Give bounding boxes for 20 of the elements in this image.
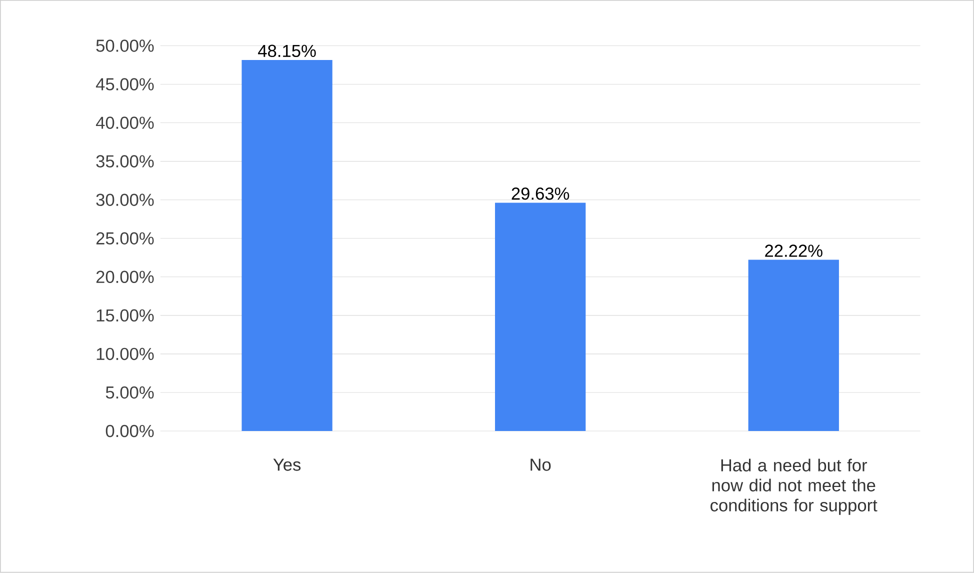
y-tick-label: 35.00% bbox=[96, 155, 154, 168]
y-tick-label: 5.00% bbox=[106, 386, 154, 399]
bar bbox=[748, 260, 839, 432]
y-tick-label: 30.00% bbox=[96, 194, 154, 206]
x-tick-label: Yes bbox=[273, 458, 301, 471]
y-tick-label: 45.00% bbox=[96, 78, 154, 91]
y-tick-label: 10.00% bbox=[96, 348, 154, 360]
data-label: 29.63% bbox=[512, 188, 570, 200]
y-tick-label: 25.00% bbox=[96, 232, 154, 245]
y-tick-label: 0.00% bbox=[106, 425, 154, 438]
y-tick-label: 15.00% bbox=[96, 309, 154, 322]
y-tick-label: 50.00% bbox=[96, 40, 154, 52]
x-tick-label: Had a need but for now did not meet the conditions for support bbox=[710, 458, 878, 516]
data-label: 48.15% bbox=[258, 44, 316, 58]
data-label: 22.22% bbox=[765, 244, 822, 258]
y-tick-label: 20.00% bbox=[96, 270, 154, 284]
bar bbox=[495, 202, 586, 432]
bar bbox=[242, 60, 332, 432]
x-tick-label: No bbox=[530, 458, 551, 471]
y-tick-label: 40.00% bbox=[96, 116, 154, 130]
